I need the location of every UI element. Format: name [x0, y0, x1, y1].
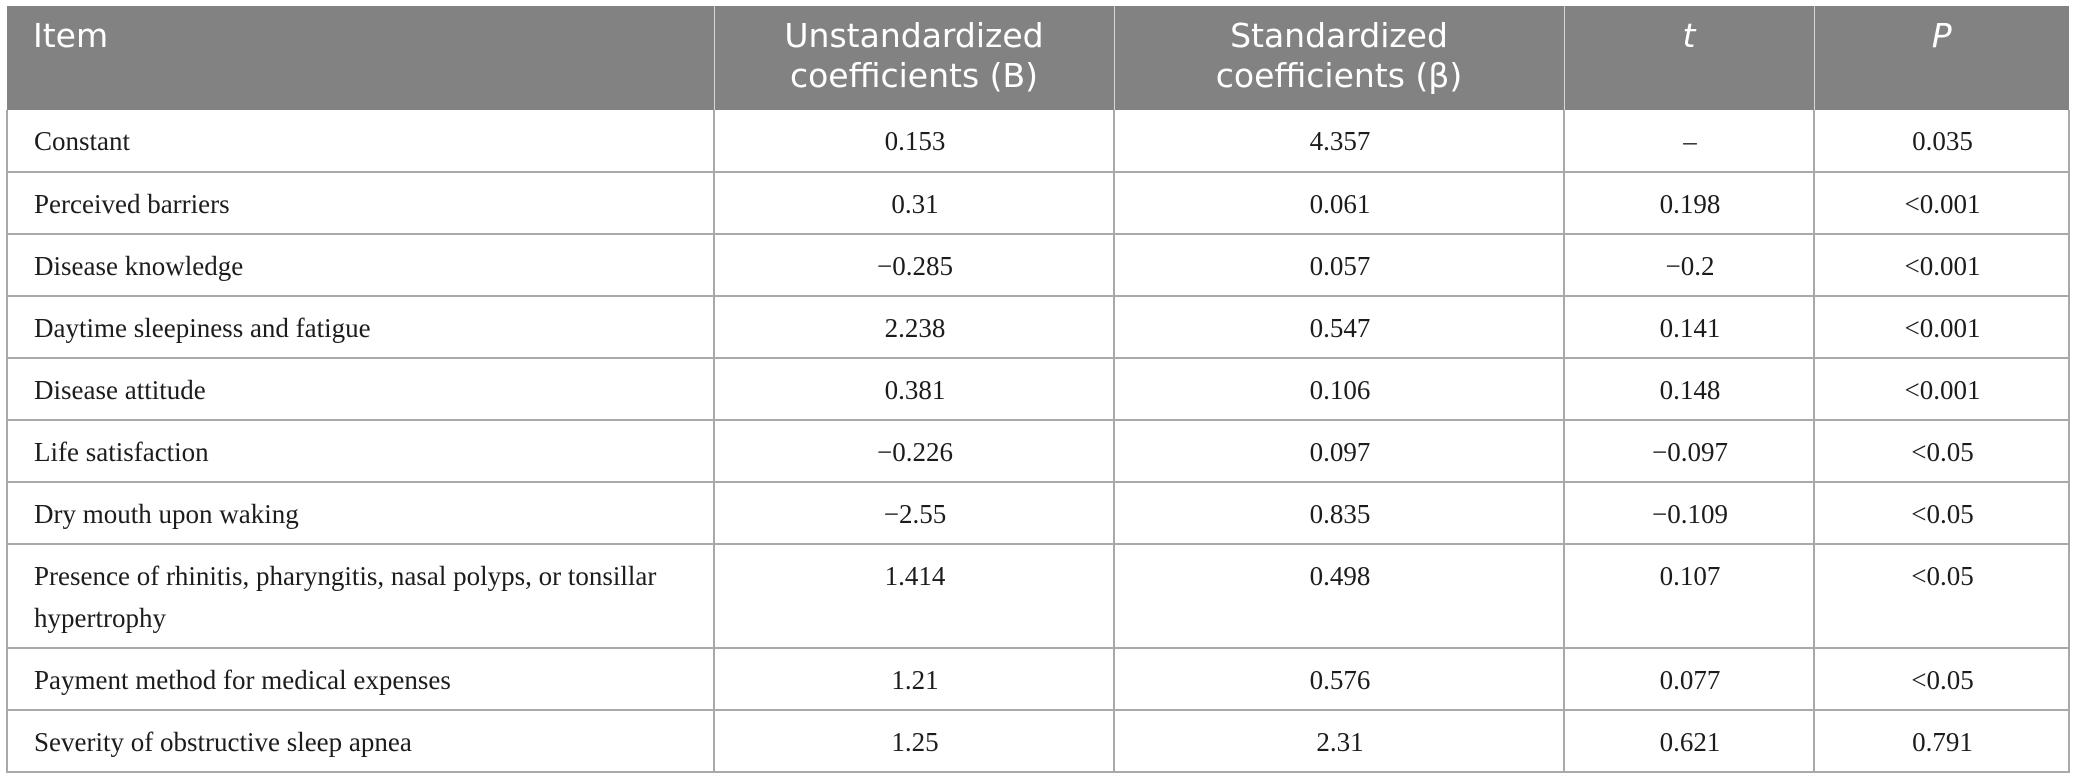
cell-beta: 0.576 — [1114, 648, 1565, 711]
cell-item: Presence of rhinitis, pharyngitis, nasal… — [6, 544, 715, 649]
header-item: Item — [7, 6, 715, 110]
cell-p: <0.001 — [1814, 172, 2070, 235]
cell-p: <0.05 — [1814, 544, 2070, 649]
cell-item: Disease knowledge — [6, 234, 715, 297]
cell-b: 1.414 — [714, 544, 1115, 649]
cell-item: Daytime sleepiness and fatigue — [6, 296, 715, 359]
table-row: Perceived barriers 0.31 0.061 0.198 <0.0… — [6, 172, 2070, 235]
cell-item: Severity of obstructive sleep apnea — [6, 710, 715, 773]
regression-table-container: Item Unstandardized coefficients (B) Sta… — [6, 6, 2070, 773]
cell-t: 0.077 — [1564, 648, 1815, 711]
cell-t: −0.109 — [1564, 482, 1815, 545]
cell-item: Constant — [6, 110, 715, 173]
table-row: Severity of obstructive sleep apnea 1.25… — [6, 710, 2070, 773]
cell-p: <0.05 — [1814, 648, 2070, 711]
table-row: Constant 0.153 4.357 – 0.035 — [6, 110, 2070, 173]
cell-p: <0.001 — [1814, 234, 2070, 297]
header-t: t — [1564, 6, 1815, 110]
table-row: Disease knowledge −0.285 0.057 −0.2 <0.0… — [6, 234, 2070, 297]
cell-b: 0.381 — [714, 358, 1115, 421]
cell-beta: 0.106 — [1114, 358, 1565, 421]
table-body: Constant 0.153 4.357 – 0.035 Perceived b… — [6, 110, 2070, 773]
cell-item: Perceived barriers — [6, 172, 715, 235]
cell-t: 0.148 — [1564, 358, 1815, 421]
table-row: Daytime sleepiness and fatigue 2.238 0.5… — [6, 296, 2070, 359]
table-header: Item Unstandardized coefficients (B) Sta… — [7, 6, 2069, 110]
cell-p: <0.05 — [1814, 420, 2070, 483]
cell-beta: 0.498 — [1114, 544, 1565, 649]
cell-b: −2.55 — [714, 482, 1115, 545]
cell-b: 1.21 — [714, 648, 1115, 711]
cell-t: 0.198 — [1564, 172, 1815, 235]
cell-t: 0.141 — [1564, 296, 1815, 359]
table-row: Life satisfaction −0.226 0.097 −0.097 <0… — [6, 420, 2070, 483]
regression-table: Item Unstandardized coefficients (B) Sta… — [6, 6, 2070, 773]
table-row: Presence of rhinitis, pharyngitis, nasal… — [6, 544, 2070, 649]
cell-item: Payment method for medical expenses — [6, 648, 715, 711]
cell-t: – — [1564, 110, 1815, 173]
header-unstandardized-coefficients: Unstandardized coefficients (B) — [714, 6, 1115, 110]
cell-b: 0.153 — [714, 110, 1115, 173]
cell-beta: 2.31 — [1114, 710, 1565, 773]
cell-p: <0.001 — [1814, 358, 2070, 421]
cell-t: 0.621 — [1564, 710, 1815, 773]
cell-beta: 0.057 — [1114, 234, 1565, 297]
cell-b: 0.31 — [714, 172, 1115, 235]
cell-t: 0.107 — [1564, 544, 1815, 649]
cell-t: −0.097 — [1564, 420, 1815, 483]
cell-beta: 0.097 — [1114, 420, 1565, 483]
cell-beta: 0.547 — [1114, 296, 1565, 359]
header-row: Item Unstandardized coefficients (B) Sta… — [7, 6, 2069, 110]
cell-p: <0.05 — [1814, 482, 2070, 545]
cell-item: Disease attitude — [6, 358, 715, 421]
cell-b: −0.226 — [714, 420, 1115, 483]
cell-t: −0.2 — [1564, 234, 1815, 297]
cell-b: 1.25 — [714, 710, 1115, 773]
cell-b: −0.285 — [714, 234, 1115, 297]
header-p: P — [1814, 6, 2069, 110]
cell-beta: 0.835 — [1114, 482, 1565, 545]
cell-item: Life satisfaction — [6, 420, 715, 483]
table-row: Dry mouth upon waking −2.55 0.835 −0.109… — [6, 482, 2070, 545]
table-row: Payment method for medical expenses 1.21… — [6, 648, 2070, 711]
cell-p: 0.035 — [1814, 110, 2070, 173]
cell-b: 2.238 — [714, 296, 1115, 359]
table-row: Disease attitude 0.381 0.106 0.148 <0.00… — [6, 358, 2070, 421]
header-standardized-coefficients: Standardized coefficients (β) — [1114, 6, 1565, 110]
cell-p: <0.001 — [1814, 296, 2070, 359]
cell-beta: 4.357 — [1114, 110, 1565, 173]
cell-item: Dry mouth upon waking — [6, 482, 715, 545]
cell-beta: 0.061 — [1114, 172, 1565, 235]
cell-p: 0.791 — [1814, 710, 2070, 773]
